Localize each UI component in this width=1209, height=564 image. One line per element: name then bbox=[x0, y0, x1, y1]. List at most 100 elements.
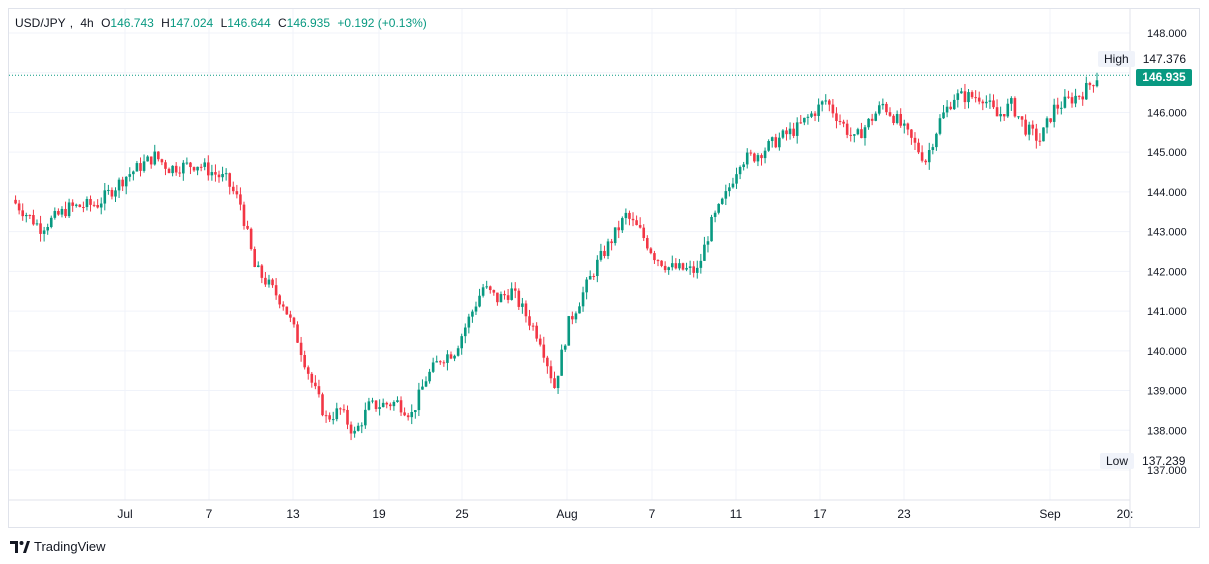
candle-body bbox=[631, 218, 635, 221]
candle-body bbox=[935, 133, 938, 148]
x-tick-label: 20: bbox=[1117, 507, 1134, 521]
candle-body bbox=[870, 118, 874, 121]
candle-body bbox=[1006, 103, 1010, 117]
candle-body bbox=[396, 400, 399, 402]
x-tick-label: 7 bbox=[649, 507, 656, 521]
candle-body bbox=[999, 114, 1002, 117]
candle-body bbox=[667, 267, 671, 271]
candle-body bbox=[1052, 104, 1056, 122]
candle-body bbox=[546, 357, 549, 367]
candle-body bbox=[763, 150, 767, 159]
candle-body bbox=[271, 279, 274, 286]
candle-body bbox=[560, 349, 563, 376]
branding[interactable]: TradingView bbox=[10, 539, 106, 554]
legend-interval[interactable]: 4h bbox=[80, 16, 94, 30]
candle-body bbox=[874, 113, 878, 121]
candle-body bbox=[235, 191, 239, 195]
candle-body bbox=[788, 128, 792, 135]
y-tick-label: 139.000 bbox=[1147, 386, 1187, 398]
candle-body bbox=[139, 163, 142, 171]
candle-body bbox=[613, 227, 617, 244]
candle-body bbox=[107, 189, 110, 191]
candle-body bbox=[952, 99, 956, 110]
candle-body bbox=[164, 162, 167, 169]
candle-body bbox=[792, 128, 795, 136]
legend-close: 146.935 bbox=[286, 16, 331, 30]
candle-body bbox=[542, 344, 546, 358]
candle-body bbox=[956, 93, 960, 100]
candle-body bbox=[385, 402, 389, 405]
candle-body bbox=[638, 225, 642, 228]
candle-body bbox=[799, 122, 803, 124]
last-price-tag: 146.935 bbox=[1136, 69, 1192, 86]
candle-body bbox=[214, 172, 217, 175]
candle-body bbox=[567, 316, 571, 346]
y-tick-label: 144.000 bbox=[1147, 187, 1187, 199]
candle-body bbox=[742, 164, 745, 168]
candle-body bbox=[970, 92, 974, 98]
candle-body bbox=[453, 355, 456, 359]
candle-body bbox=[228, 173, 232, 187]
candle-body bbox=[221, 174, 224, 178]
candle-body bbox=[813, 113, 817, 116]
candle-body bbox=[342, 409, 346, 411]
candle-body bbox=[703, 244, 706, 261]
candle-body bbox=[660, 260, 663, 266]
candle-body bbox=[642, 227, 646, 239]
candle-body bbox=[142, 161, 146, 171]
candle-body bbox=[492, 290, 496, 293]
candle-body bbox=[749, 152, 753, 154]
candle-body bbox=[1067, 96, 1070, 98]
candle-body bbox=[442, 362, 446, 364]
candle-body bbox=[89, 198, 92, 205]
candle-body bbox=[1002, 114, 1006, 117]
candle-body bbox=[96, 205, 99, 208]
candle-body bbox=[963, 91, 967, 103]
legend-symbol[interactable]: USD/JPY bbox=[15, 16, 66, 30]
candle-body bbox=[331, 419, 335, 421]
candle-body bbox=[931, 147, 935, 151]
candle-body bbox=[249, 228, 253, 250]
candle-body bbox=[781, 130, 785, 138]
candle-body bbox=[1020, 116, 1024, 120]
candle-body bbox=[303, 355, 306, 368]
candle-body bbox=[745, 152, 749, 165]
candle-body bbox=[720, 198, 724, 204]
candle-body bbox=[496, 292, 499, 303]
candle-body bbox=[563, 345, 567, 350]
candle-body bbox=[795, 122, 799, 136]
candle-body bbox=[438, 361, 442, 363]
high-marker-value: 147.376 bbox=[1142, 52, 1187, 66]
candle-body bbox=[374, 400, 378, 410]
candle-body bbox=[296, 324, 299, 343]
candle-body bbox=[885, 103, 888, 113]
candle-body bbox=[938, 118, 942, 134]
candle-body bbox=[1010, 98, 1013, 104]
candle-body bbox=[899, 113, 903, 126]
candle-body bbox=[688, 266, 692, 268]
candle-body bbox=[481, 287, 485, 296]
candle-body bbox=[74, 204, 78, 206]
candle-body bbox=[71, 202, 74, 206]
candle-body bbox=[260, 265, 264, 278]
candle-body bbox=[774, 137, 778, 148]
candle-body bbox=[328, 415, 331, 420]
candle-body bbox=[578, 306, 581, 314]
candle-body bbox=[406, 415, 410, 418]
candle-body bbox=[1074, 95, 1077, 104]
chart-frame[interactable] bbox=[8, 8, 1200, 528]
candle-body bbox=[114, 190, 117, 197]
candle-body bbox=[449, 354, 453, 359]
candle-body bbox=[57, 210, 60, 215]
candle-body bbox=[713, 212, 717, 217]
candle-body bbox=[985, 101, 988, 104]
candle-body bbox=[845, 123, 849, 135]
candle-body bbox=[692, 266, 695, 273]
candle-body bbox=[910, 129, 913, 138]
legend-close-label: C bbox=[277, 16, 287, 30]
candle-body bbox=[467, 316, 471, 328]
x-tick-label: 13 bbox=[286, 507, 300, 521]
high-marker-label: High bbox=[1098, 51, 1135, 67]
candle-body bbox=[196, 166, 199, 171]
